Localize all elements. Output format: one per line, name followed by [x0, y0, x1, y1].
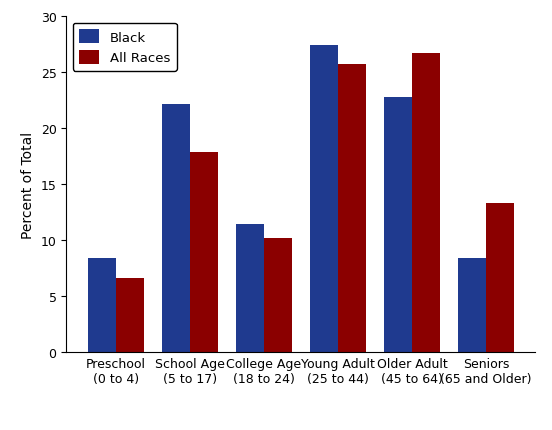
Y-axis label: Percent of Total: Percent of Total: [21, 132, 35, 238]
Bar: [88, 259, 116, 353]
Bar: [236, 224, 264, 353]
Bar: [116, 279, 144, 353]
Bar: [458, 259, 486, 353]
Bar: [162, 104, 190, 353]
Bar: [190, 153, 218, 353]
Bar: [264, 239, 292, 353]
Bar: [384, 98, 412, 353]
Bar: [412, 54, 440, 353]
Bar: [310, 46, 338, 353]
Bar: [338, 65, 366, 353]
Legend: Black, All Races: Black, All Races: [73, 24, 177, 72]
Bar: [486, 204, 514, 353]
